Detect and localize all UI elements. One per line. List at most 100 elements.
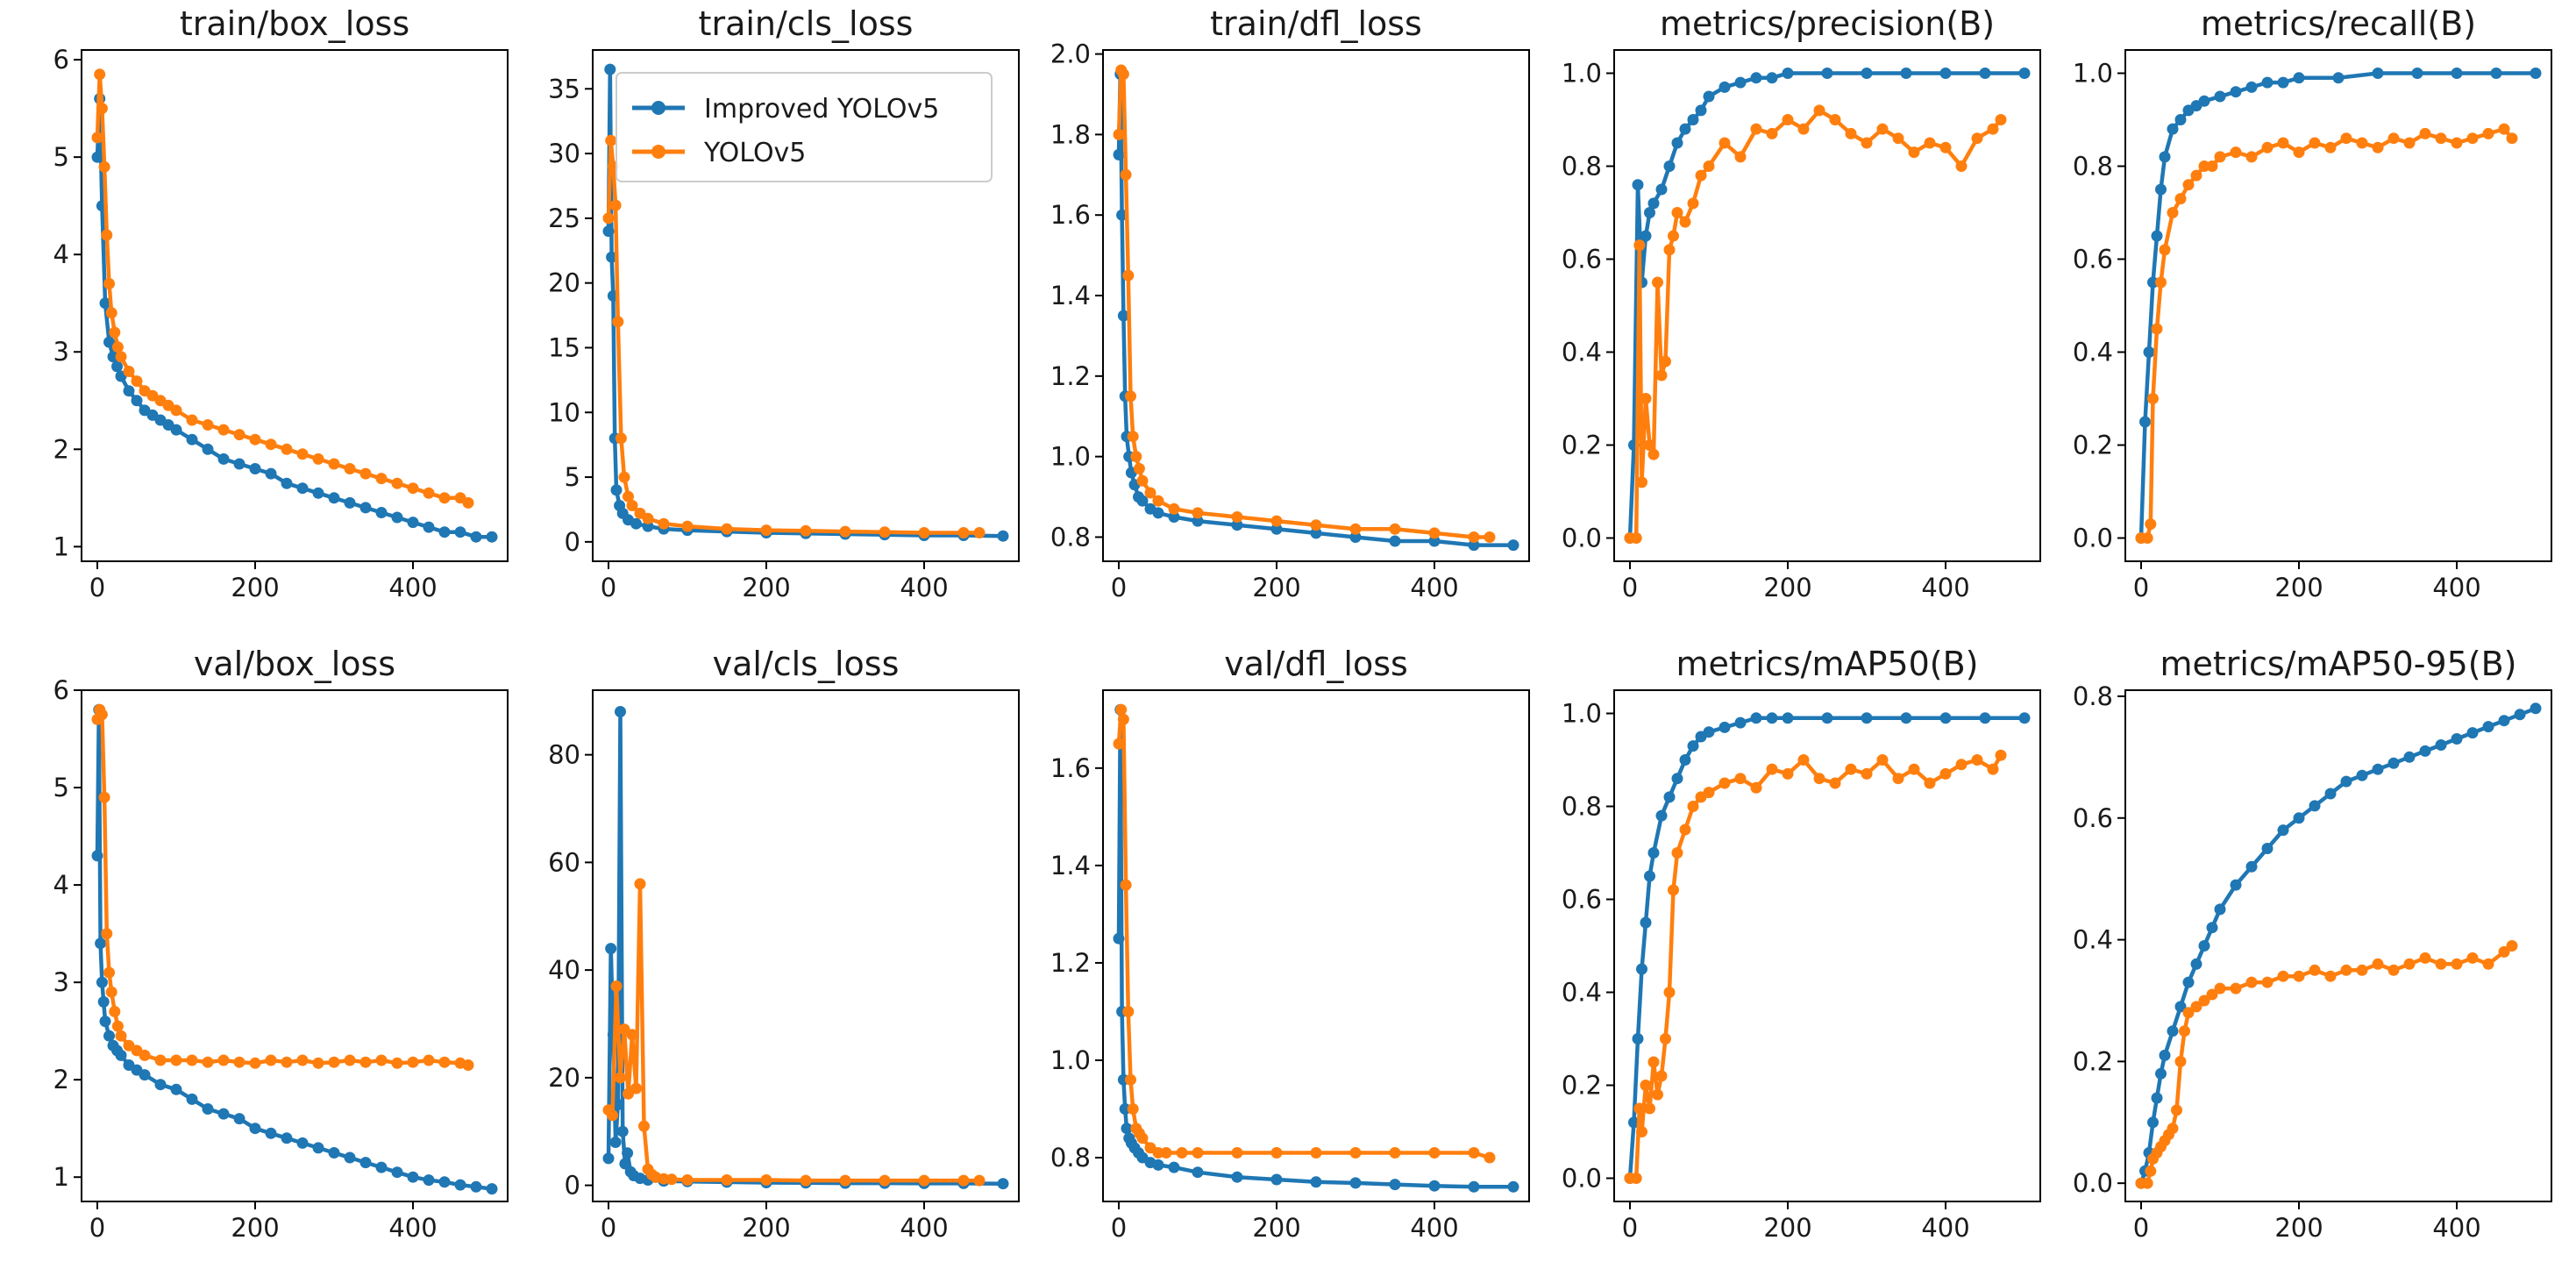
data-point: [1734, 773, 1747, 785]
data-point: [186, 1093, 198, 1105]
data-point: [202, 419, 214, 431]
axes-frame: [81, 689, 509, 1202]
series-line: [95, 96, 492, 539]
data-point: [2435, 132, 2447, 145]
series-line: [1116, 707, 1491, 1160]
data-point: [109, 1006, 121, 1017]
data-point: [2403, 137, 2416, 149]
data-point: [2309, 800, 2321, 812]
data-point: [1120, 879, 1132, 891]
panel-metrics-recall: metrics/recall(B) 0 200 400 0.0 0.2 0.4 0.6 0.8 1…: [2073, 4, 2552, 602]
axes-frame: [1613, 49, 2041, 562]
data-point: [2182, 1007, 2195, 1019]
data-point: [1310, 527, 1322, 539]
data-point: [1468, 531, 1480, 543]
data-point: [170, 424, 182, 436]
data-point: [1971, 132, 1983, 145]
panel-title: val/dfl_loss: [1224, 645, 1408, 683]
data-point: [217, 424, 230, 436]
data-point: [470, 531, 482, 543]
data-point: [2214, 903, 2226, 916]
data-point: [1671, 773, 1683, 785]
data-point: [2155, 183, 2167, 196]
data-point: [1117, 713, 1129, 725]
y-tick-label: 25: [548, 203, 580, 233]
y-tick-label: 1.6: [1050, 753, 1091, 783]
data-point: [1468, 1147, 1480, 1158]
data-point: [1821, 68, 1833, 79]
data-point: [1663, 160, 1676, 172]
data-point: [2387, 757, 2400, 769]
data-point: [1782, 767, 1794, 780]
data-point: [344, 496, 356, 509]
data-point: [605, 134, 617, 146]
data-point: [1644, 207, 1655, 218]
legend-label: Improved YOLOv5: [704, 94, 939, 125]
y-tick-label: 0.6: [1562, 885, 1602, 915]
data-point: [1861, 712, 1873, 724]
data-point: [1428, 535, 1441, 547]
data-point: [2139, 416, 2151, 428]
data-point: [1655, 809, 1668, 822]
data-point: [1679, 216, 1691, 228]
data-point: [265, 1127, 277, 1139]
data-point: [1750, 781, 1762, 794]
axes-frame: [2124, 689, 2552, 1202]
data-point: [1349, 523, 1362, 535]
data-point: [115, 1030, 127, 1042]
series-line: [1630, 754, 2003, 1180]
data-point: [1113, 148, 1125, 160]
data-point: [1231, 1171, 1243, 1183]
data-point: [344, 1151, 356, 1164]
data-point: [1428, 1147, 1441, 1158]
data-point: [1900, 68, 1912, 79]
legend-label: YOLOv5: [703, 138, 806, 168]
data-point: [486, 531, 498, 543]
data-point: [1192, 1166, 1204, 1179]
data-point: [97, 995, 110, 1008]
panel-title: train/dfl_loss: [1210, 4, 1422, 43]
y-tick-label: 80: [548, 740, 580, 770]
data-point: [1687, 114, 1699, 125]
data-point: [2182, 976, 2195, 988]
data-point: [154, 1079, 167, 1091]
data-point: [1734, 76, 1747, 89]
data-point: [1644, 870, 1655, 882]
data-point: [1120, 168, 1132, 181]
x-tick-label: 0: [1622, 573, 1638, 602]
data-point: [2419, 952, 2431, 964]
panel-metrics-precision: metrics/precision(B) 0 200 400 0.0 0.2 0.4 0.6 0…: [1562, 4, 2041, 602]
data-point: [249, 1123, 261, 1135]
x-tick-label: 400: [388, 573, 437, 602]
series-line: [2141, 944, 2514, 1186]
data-point: [101, 229, 113, 241]
data-point: [359, 502, 372, 514]
data-point: [1389, 1179, 1401, 1191]
data-point: [2482, 721, 2494, 733]
data-point: [454, 526, 466, 538]
data-point: [1861, 68, 1873, 79]
data-point: [2293, 146, 2305, 159]
data-point: [634, 878, 646, 890]
data-point: [2309, 964, 2321, 976]
x-tick-label: 400: [900, 1213, 948, 1243]
data-point: [602, 225, 615, 238]
data-point: [1152, 1158, 1164, 1171]
data-point: [1924, 777, 1936, 789]
data-point: [1995, 749, 2007, 761]
data-point: [2277, 970, 2289, 982]
x-tick-label: 0: [2133, 1213, 2149, 1243]
y-tick-label: 1.4: [1050, 851, 1091, 880]
data-point: [1630, 1173, 1642, 1184]
y-tick-label: 0.2: [1562, 431, 1602, 460]
data-point: [1782, 68, 1794, 79]
y-tick-label: 0.0: [2073, 524, 2113, 553]
data-point: [2451, 958, 2463, 970]
panel-title: metrics/mAP50-95(B): [2160, 645, 2516, 683]
data-point: [1176, 1147, 1188, 1158]
series-improved-yolov5: [1113, 68, 1519, 552]
series-improved-yolov5: [91, 703, 498, 1195]
data-point: [407, 1171, 419, 1183]
x-tick-label: 0: [1111, 1213, 1127, 1243]
